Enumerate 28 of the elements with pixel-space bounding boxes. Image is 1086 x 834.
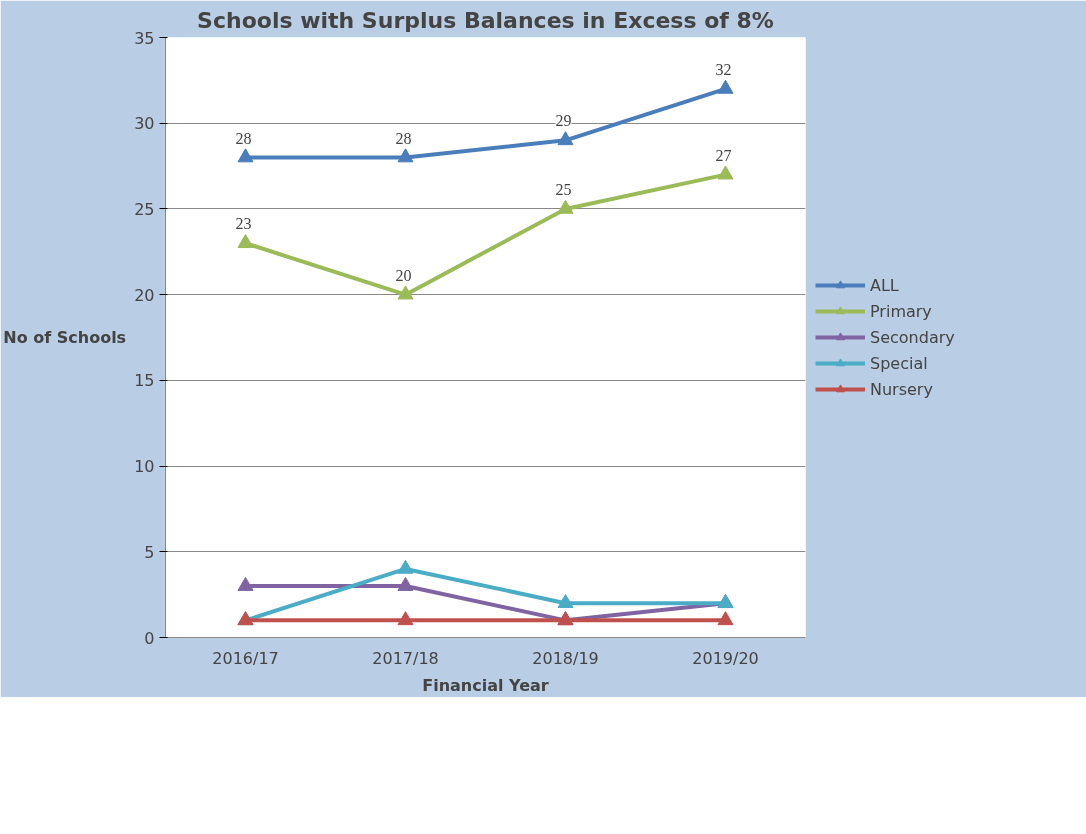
chart-title: Schools with Surplus Balances in Excess of 8% (197, 7, 774, 33)
x-tick-label: 2018/19 (532, 648, 599, 668)
y-tick-label: 0 (144, 628, 155, 648)
legend-label: Special (870, 353, 928, 373)
data-label: 28 (235, 129, 252, 147)
y-tick-label: 25 (134, 199, 155, 219)
data-label: 25 (555, 180, 572, 198)
data-label: 27 (715, 146, 732, 164)
legend-label: ALL (870, 275, 899, 295)
x-tick-label: 2017/18 (372, 648, 439, 668)
data-label: 28 (395, 129, 412, 147)
y-tick-label: 30 (134, 114, 155, 134)
x-axis-title: Financial Year (422, 675, 549, 695)
y-tick-label: 10 (134, 457, 155, 477)
data-label: 32 (715, 60, 732, 78)
y-tick-label: 35 (134, 28, 155, 48)
y-axis-title: No of Schools (3, 328, 127, 347)
y-tick-label: 20 (134, 285, 155, 305)
x-tick-label: 2016/17 (212, 648, 279, 668)
y-tick-label: 15 (134, 371, 155, 391)
legend-label: Primary (870, 301, 932, 321)
y-tick-label: 5 (144, 542, 155, 562)
data-label: 23 (235, 215, 252, 233)
legend-label: Secondary (870, 327, 955, 347)
data-label: 20 (395, 266, 412, 284)
x-tick-label: 2019/20 (692, 648, 759, 668)
legend-label: Nursery (870, 379, 933, 399)
data-label: 29 (555, 112, 572, 130)
